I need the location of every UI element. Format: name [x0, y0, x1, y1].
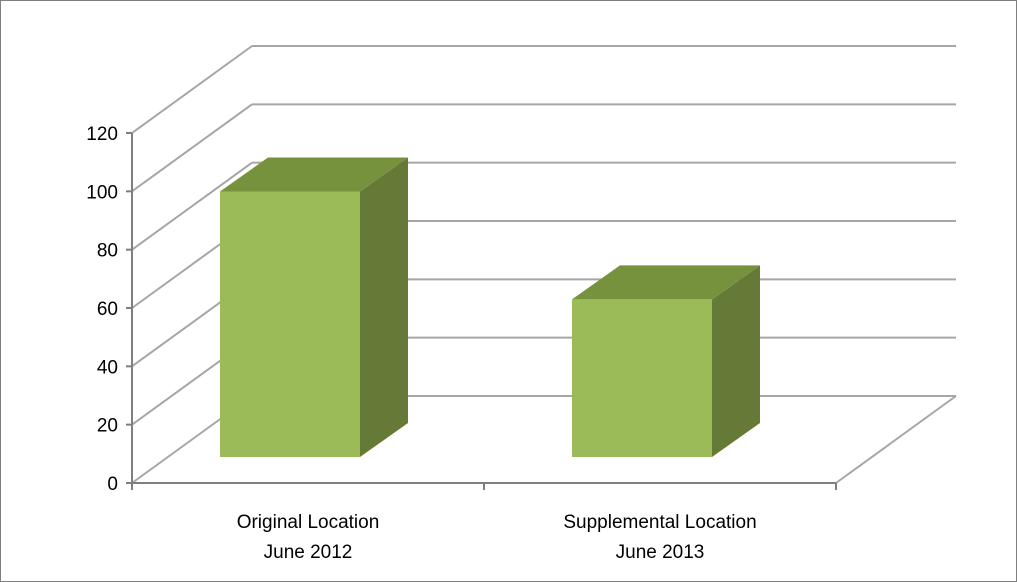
- y-tick-label-100: 100: [86, 182, 118, 203]
- y-tick-label-80: 80: [97, 241, 118, 262]
- bars: [220, 157, 760, 457]
- gridline-side-100: [131, 103, 253, 193]
- x-category-label-0-line-0: Original Location: [237, 512, 380, 533]
- x-category-label-1-line-0: Supplemental Location: [563, 512, 756, 533]
- bar-0: [220, 157, 408, 457]
- y-tick-label-40: 40: [97, 357, 118, 378]
- bar-front-0: [220, 191, 360, 457]
- x-category-label-1: Supplemental Location June 2013: [563, 512, 756, 563]
- y-tick-label-120: 120: [86, 124, 118, 145]
- bar-top-1: [572, 265, 760, 300]
- bar-1: [572, 265, 760, 457]
- bar-top-0: [220, 157, 408, 192]
- bar-side-0: [360, 157, 408, 457]
- x-category-label-0: Original Location June 2012: [237, 512, 380, 563]
- y-tick-label-0: 0: [107, 474, 118, 495]
- bar-front-1: [572, 299, 712, 457]
- x-axis-category-labels: Original Location June 2012 Supplemental L…: [237, 512, 757, 563]
- y-axis-ticks: 0 20 40 60 80 100 120: [86, 124, 132, 495]
- floor-right-edge: [835, 395, 957, 484]
- x-category-label-1-line-1: June 2013: [616, 542, 705, 563]
- y-tick-label-60: 60: [97, 299, 118, 320]
- bar-side-1: [712, 265, 760, 457]
- y-tick-label-20: 20: [97, 416, 118, 437]
- gridline-side-120: [131, 45, 253, 134]
- gridline-side-80: [131, 161, 253, 251]
- x-category-label-0-line-1: June 2012: [264, 542, 353, 563]
